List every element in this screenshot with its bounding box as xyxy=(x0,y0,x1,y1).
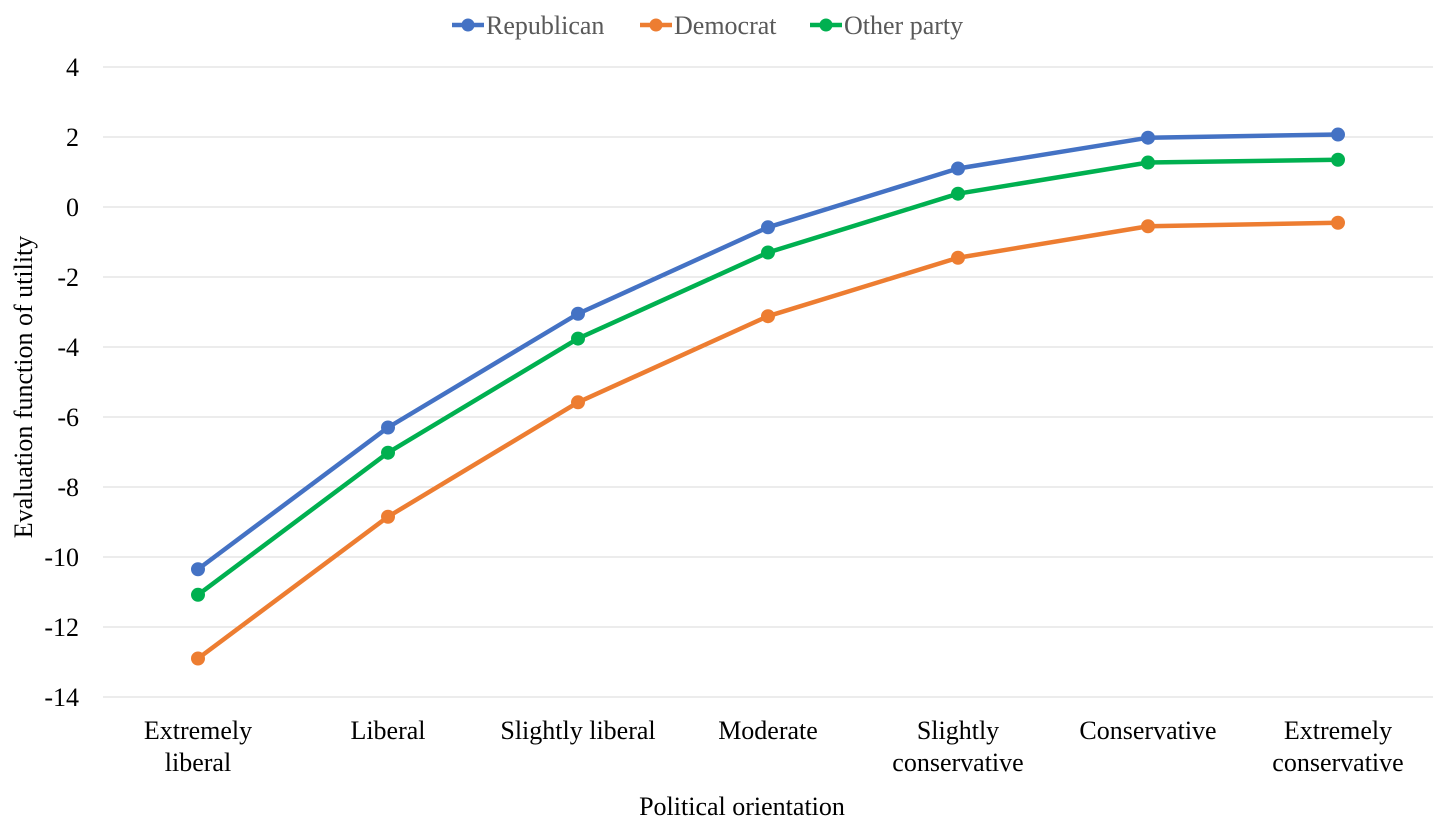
data-point xyxy=(571,306,585,321)
series-lines xyxy=(191,127,1345,666)
legend-item: Democrat xyxy=(640,11,777,40)
x-tick-label-line: conservative xyxy=(892,748,1023,777)
data-point xyxy=(761,309,775,324)
data-point xyxy=(381,420,395,435)
y-tick-label: -10 xyxy=(44,543,79,572)
x-tick-label: Extremely conservative xyxy=(1272,716,1403,777)
x-tick-label-line: Slightly xyxy=(917,716,999,745)
data-point xyxy=(951,250,965,265)
x-tick-label: Slightly conservative xyxy=(892,716,1023,777)
y-tick-label: -12 xyxy=(44,613,79,642)
y-tick-label: 4 xyxy=(66,53,79,82)
x-tick-label-line: Liberal xyxy=(350,716,425,745)
x-axis-title: Political orientation xyxy=(639,792,845,819)
y-axis-tick-labels: 4 2 0 -2 -4 -6 -8 -10 -12 -14 xyxy=(44,53,79,712)
x-tick-label: Liberal xyxy=(350,716,425,745)
data-point xyxy=(1331,152,1345,167)
y-tick-label: -4 xyxy=(57,333,79,362)
y-tick-label: 2 xyxy=(66,123,79,152)
series-other-party xyxy=(191,152,1345,602)
data-point xyxy=(1331,127,1345,142)
legend-label: Republican xyxy=(486,11,604,40)
gridlines xyxy=(103,66,1433,698)
data-point xyxy=(1141,155,1155,170)
x-tick-label-line: Extremely xyxy=(144,716,252,745)
y-tick-label: -14 xyxy=(44,683,79,712)
x-tick-label-line: conservative xyxy=(1272,748,1403,777)
data-point xyxy=(571,395,585,410)
x-tick-label: Extremely liberal xyxy=(144,716,252,777)
x-tick-label: Slightly liberal xyxy=(500,716,655,745)
legend-swatch-marker xyxy=(461,18,475,32)
data-point xyxy=(951,161,965,176)
series-line xyxy=(195,132,1341,572)
y-tick-label: 0 xyxy=(66,193,79,222)
data-point xyxy=(951,186,965,201)
data-point xyxy=(1331,215,1345,230)
legend-label: Other party xyxy=(844,11,963,40)
data-point xyxy=(1141,219,1155,234)
data-point xyxy=(381,509,395,524)
y-tick-label: -8 xyxy=(57,473,79,502)
legend-item: Other party xyxy=(810,11,963,40)
legend-swatch-marker xyxy=(649,18,663,32)
x-tick-label-line: Slightly liberal xyxy=(500,716,655,745)
data-point xyxy=(1141,130,1155,145)
data-point xyxy=(191,651,205,666)
y-axis-title: Evaluation function of utility xyxy=(9,236,38,539)
x-tick-label: Conservative xyxy=(1079,716,1216,745)
x-tick-label-line: Conservative xyxy=(1079,716,1216,745)
legend-item: Republican xyxy=(452,11,604,40)
y-tick-label: -2 xyxy=(57,263,79,292)
series-democrat xyxy=(191,215,1345,666)
legend-label: Democrat xyxy=(674,11,777,40)
x-tick-label-line: liberal xyxy=(165,748,231,777)
data-point xyxy=(761,220,775,235)
x-tick-label: Moderate xyxy=(718,716,818,745)
data-point xyxy=(571,331,585,346)
data-point xyxy=(191,562,205,577)
x-tick-label-line: Moderate xyxy=(718,716,818,745)
legend-swatch-marker xyxy=(819,18,833,32)
y-tick-label: -6 xyxy=(57,403,79,432)
data-point xyxy=(381,445,395,460)
data-point xyxy=(191,587,205,602)
x-axis-tick-labels: Extremely liberal Liberal Slightly liberal M… xyxy=(144,716,1404,777)
data-point xyxy=(761,245,775,260)
legend: Republican Democrat Other party xyxy=(452,11,963,40)
x-tick-label-line: Extremely xyxy=(1284,716,1392,745)
series-republican xyxy=(191,127,1345,577)
